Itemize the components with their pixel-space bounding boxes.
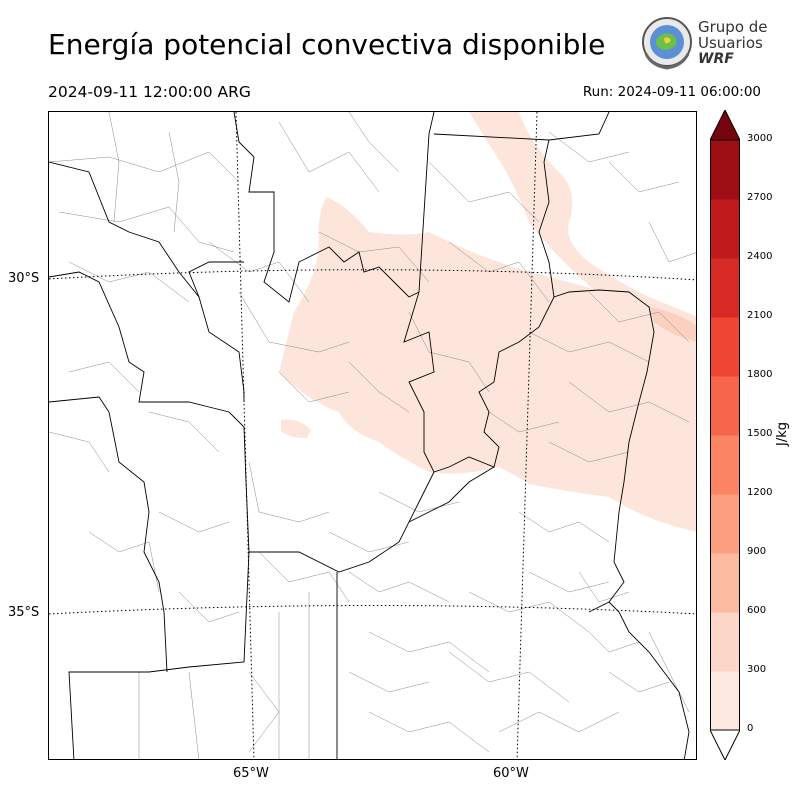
- lat-label-30s: 30°S: [8, 271, 40, 286]
- colorbar-extend-max: [710, 110, 740, 141]
- page-title: Energía potencial convectiva disponible: [48, 28, 606, 61]
- colorbar-tick-label: 2400: [747, 251, 773, 262]
- colorbar-tick-label: 600: [747, 605, 767, 616]
- colorbar-segment: [710, 494, 740, 554]
- cape-shade-west: [281, 419, 311, 439]
- colorbar-tick-label: 300: [747, 664, 767, 675]
- colorbar-unit-label: J/kg: [775, 422, 790, 446]
- valid-time: 2024-09-11 12:00:00 ARG: [48, 83, 251, 101]
- logo-line1: Grupo de: [698, 18, 768, 36]
- coastline: [608, 601, 690, 759]
- lon-label-60w: 60°W: [493, 766, 529, 781]
- colorbar-tick-label: 1800: [747, 369, 773, 380]
- colorbar-extend-min: [710, 729, 740, 760]
- cape-shade-north: [469, 112, 696, 332]
- logo-line2: Usuarios: [698, 34, 763, 52]
- colorbar-tick-label: 0: [747, 723, 754, 734]
- colorbar-segment: [710, 199, 740, 259]
- colorbar-segment: [710, 671, 740, 731]
- colorbar-frame: [710, 139, 740, 731]
- colorbar-tick-label: 900: [747, 546, 767, 557]
- cape-shade-main: [279, 197, 696, 532]
- colorbar-segment: [710, 376, 740, 436]
- colorbar-segment: [710, 317, 740, 377]
- colorbar-segment: [710, 435, 740, 495]
- map-svg: [49, 112, 696, 759]
- department-lines: [49, 112, 696, 759]
- colorbar: [710, 110, 740, 760]
- logo-text: Grupo de Usuarios WRF: [698, 19, 768, 67]
- colorbar-segment: [710, 140, 740, 200]
- colorbar-tick-label: 3000: [747, 133, 773, 144]
- graticule: [49, 112, 696, 759]
- colorbar-tick-label: 1500: [747, 428, 773, 439]
- colorbar-segment: [710, 612, 740, 672]
- colorbar-segment: [710, 258, 740, 318]
- wrf-users-logo: Grupo de Usuarios WRF: [638, 14, 768, 74]
- colorbar-tick-label: 2700: [747, 192, 773, 203]
- colorbar-tick-label: 1200: [747, 487, 773, 498]
- cape-field: [279, 112, 696, 532]
- colorbar-tick-label: 2100: [747, 310, 773, 321]
- cape-shade-east: [649, 307, 696, 342]
- colorbar-segment: [710, 553, 740, 613]
- lat-label-35s: 35°S: [8, 605, 40, 620]
- wrf-globe-icon: [642, 17, 692, 70]
- map-panel[interactable]: [48, 111, 697, 760]
- run-time: Run: 2024-09-11 06:00:00: [582, 84, 761, 100]
- logo-line3: WRF: [698, 51, 734, 67]
- lon-label-65w: 65°W: [233, 766, 269, 781]
